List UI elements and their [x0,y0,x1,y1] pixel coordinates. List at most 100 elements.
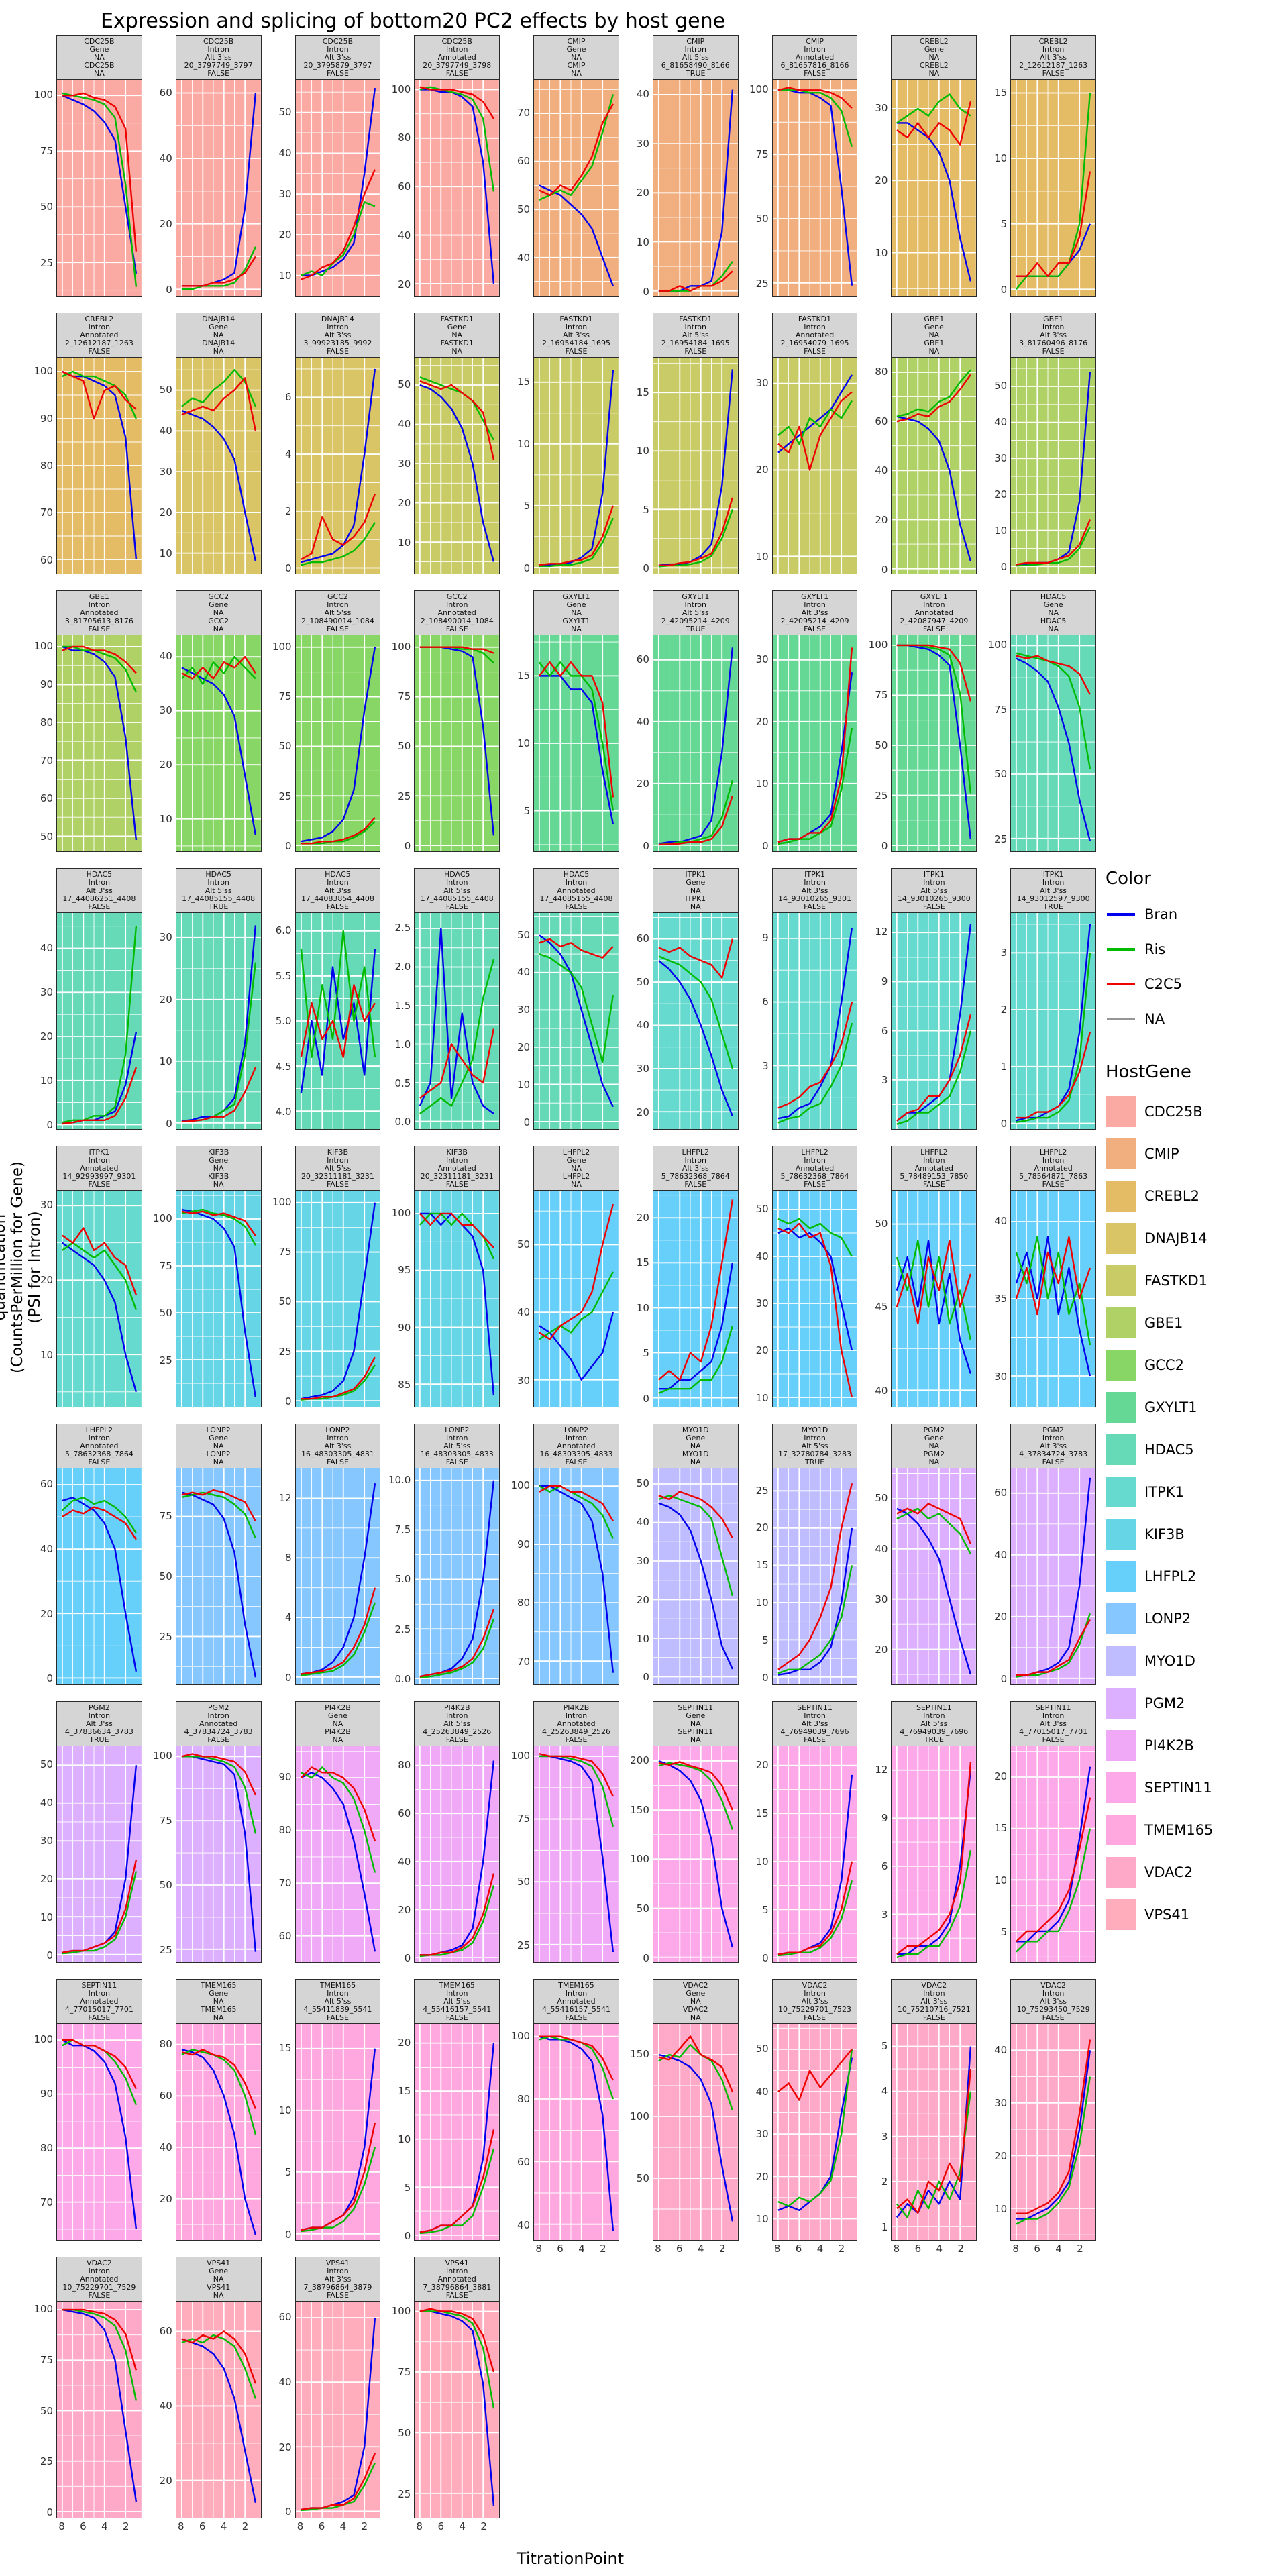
series-line-ris [539,518,613,566]
y-tick-label: 50 [517,1238,531,1250]
x-axis-ticks [891,1407,977,1424]
y-tick-label: 60 [278,2311,292,2324]
series-line-bran [659,1503,733,1669]
facet-strip-line: NA [213,1180,224,1189]
series-line-ris [182,1756,256,1833]
y-tick-label: 40 [636,88,649,101]
y-tick-label: 7.5 [394,1523,411,1536]
y-axis-ticks: 0 10 20 30 40 [27,912,56,1131]
y-axis-ticks: 0 50 100 150 200 [623,1746,653,1964]
y-tick-label: 80 [398,131,411,144]
facet-panel [294,635,381,852]
series-line-c2c5 [420,2309,494,2372]
y-axis-ticks: 0 10 20 30 40 50 [504,912,533,1130]
x-tick-label: 4 [339,2520,347,2532]
facet-panel [652,2023,739,2241]
y-tick-label: 100 [272,640,292,653]
y-tick-label: 100 [272,1195,292,1208]
series-line-ris [62,372,136,419]
series-line-bran [1016,658,1090,841]
facet-strip-line: FALSE [445,902,468,911]
series-line-bran [420,385,494,561]
y-axis-ticks: 70 80 90 100 [504,1468,533,1685]
y-tick-label: 4 [285,1611,292,1624]
y-tick-label: 75 [159,1259,172,1272]
y-tick-label: 5 [881,2039,888,2052]
x-axis-ticks [891,1130,977,1146]
hostgene-legend-items: CDC25B CMIP CREBL2 DNAJB14 FASTKD1 GBE1 GCC2 GX… [1106,1090,1284,1935]
facet-strip-line: NA [928,347,940,356]
facet-strip-line: Alt 3'ss [324,1442,352,1450]
series-line-c2c5 [62,2310,136,2370]
y-tick-label: 75 [398,2365,411,2378]
series-line-ris [420,1619,494,1677]
facet-cell: CDC25B Intron Alt 3'ss 20_3797749_3797 FALSE… [146,35,266,313]
y-axis-ticks: 20 30 40 50 60 [623,912,653,1130]
series-line-ris [659,2045,733,2110]
y-axis-ticks: 60 70 80 90 [266,1746,295,1963]
facet-strip-line: Intron [88,1989,111,1998]
y-tick-label: 20 [398,496,411,509]
facet-panel [56,635,142,852]
facet-cell: HDAC5 Intron Alt 5'ss 17_44085155_4408 FALSE… [384,868,504,1146]
facet-strip-line: Intron [804,878,826,887]
color-swatch-icon [1106,1434,1136,1465]
series-line-bran [301,369,374,562]
y-tick-label: 5 [762,1903,769,1916]
facet-strip-line: HDAC5 [325,870,351,879]
y-tick-label: 20 [994,2149,1008,2162]
series-line-bran [301,1203,374,1399]
facet-strip-line: FASTKD1 [559,315,593,323]
y-tick-label: 25 [755,277,769,290]
facet-cell: PI4K2B Intron Annotated 4_25263849_2526 FALS… [504,1701,623,1979]
y-tick-label: 5 [643,1347,649,1359]
series-line-c2c5 [420,1874,494,1955]
y-tick-label: 30 [755,653,769,666]
x-axis-ticks [772,1685,858,1701]
facet-strip-line: FALSE [88,1458,111,1466]
series-line-ris [301,1603,374,1676]
panel-background [772,358,857,574]
panel-plot-area [892,2024,977,2240]
facet-strip-line: 20_32311181_3231 [420,1172,494,1181]
legend-hostgene-item: LHFPL2 [1106,1555,1284,1597]
facet-cell: PGM2 Gene NA PGM2 NA 20 30 40 50 [861,1424,981,1701]
x-axis-ticks [176,1407,262,1424]
y-tick-label: 5 [523,500,531,513]
y-tick-label: 95 [398,1264,411,1277]
facet-strip-line: Gene [209,1156,229,1165]
legend-hostgene-item: KIF3B [1106,1513,1284,1555]
facet-strip-line: Intron [445,1989,468,1998]
facet-cell: TMEM165 Intron Alt 5'ss 4_55411839_5541 FALS… [266,1979,385,2257]
facet-strip: CREBL2 Intron Alt 3'ss 2_12612187_1263 FALSE [1010,35,1096,79]
line-swatch-icon [1107,948,1135,951]
facet-strip-line: PI4K2B [325,1703,351,1712]
y-tick-label: 10 [636,236,649,248]
y-tick-label: 25 [875,790,888,802]
y-tick-label: 25 [40,2455,53,2468]
y-axis-ticks: 0 4 8 12 [266,1468,295,1685]
facet-strip: GXYLT1 Intron Alt 5'ss 2_42095214_4209 TRUE [652,590,739,635]
series-line-c2c5 [420,2129,494,2232]
legend-color-item: NA [1106,1002,1284,1036]
x-axis-ticks [56,574,142,590]
panel-plot-area [534,913,619,1129]
facet-strip-line: 20_3797749_3797 [184,61,253,70]
y-tick-label: 100 [153,1750,172,1762]
y-tick-label: 10 [636,445,649,458]
facet-strip-line: VPS41 [207,2283,231,2292]
series-line-bran [62,2310,136,2502]
facet-strip-line: CREBL2 [919,61,949,70]
y-tick-label: 15 [636,1256,649,1269]
facet-strip-line: Alt 3'ss [563,331,590,339]
legend-hostgene-item: SEPTIN11 [1106,1766,1284,1809]
facet-strip-line: Gene [924,45,944,54]
x-axis-ticks [56,852,142,868]
y-tick-label: 40 [517,252,531,264]
facet-strip-line: FALSE [804,625,826,633]
color-swatch-icon [1106,1222,1136,1254]
x-axis-ticks [891,297,977,313]
